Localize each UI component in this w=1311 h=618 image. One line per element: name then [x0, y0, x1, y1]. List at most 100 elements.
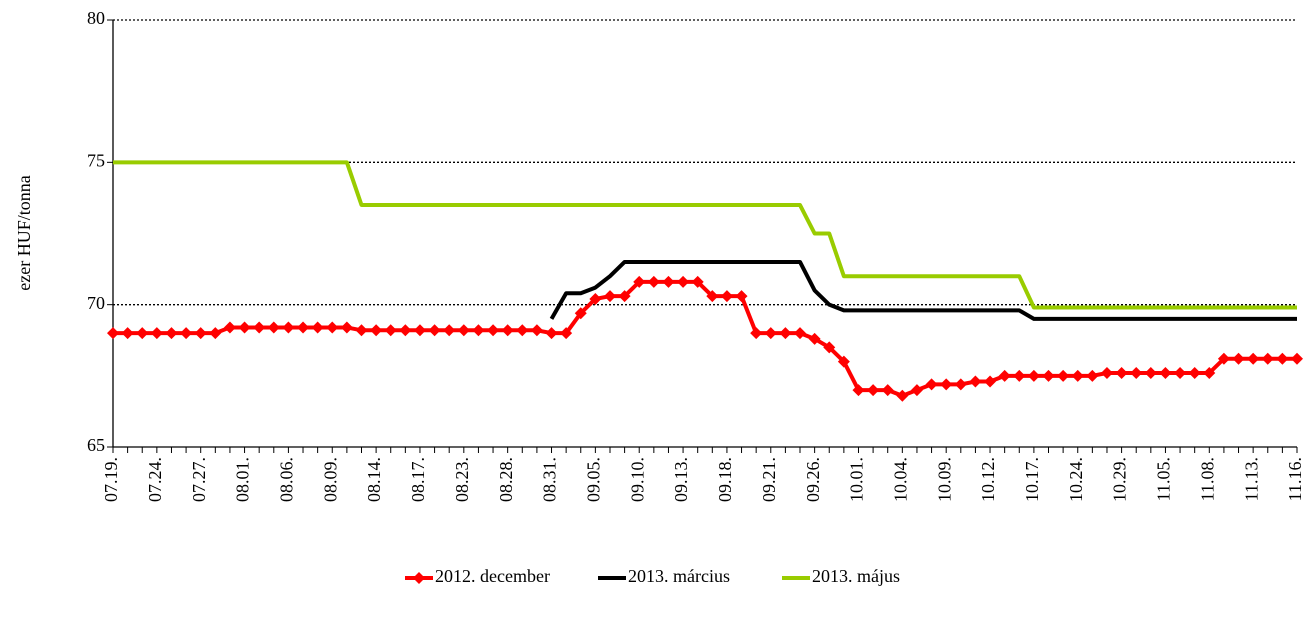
x-tick-label: 08.31. [540, 457, 560, 502]
marker [384, 324, 397, 337]
x-tick-label: 08.06. [277, 457, 297, 502]
x-tick-label: 09.10. [627, 457, 647, 502]
marker [487, 324, 500, 337]
x-tick-label: 08.01. [233, 457, 253, 502]
marker [779, 327, 792, 340]
marker [984, 375, 997, 388]
x-tick-label: 10.24. [1066, 457, 1086, 502]
marker [311, 321, 324, 334]
y-tick-label: 65 [87, 435, 105, 455]
marker [253, 321, 266, 334]
x-tick-label: 10.01. [847, 457, 867, 502]
marker [896, 389, 909, 402]
marker [998, 369, 1011, 382]
x-tick-label: 10.09. [934, 457, 954, 502]
marker [340, 321, 353, 334]
marker [530, 324, 543, 337]
marker [472, 324, 485, 337]
marker [297, 321, 310, 334]
marker [706, 290, 719, 303]
legend-marker [413, 572, 425, 584]
marker [545, 327, 558, 340]
marker [764, 327, 777, 340]
marker [1115, 366, 1128, 379]
marker [794, 327, 807, 340]
marker [837, 355, 850, 368]
marker [150, 327, 163, 340]
marker [180, 327, 193, 340]
marker [267, 321, 280, 334]
marker [1042, 369, 1055, 382]
y-tick-label: 70 [87, 293, 105, 313]
series-line [549, 259, 1297, 321]
marker [647, 275, 660, 288]
marker [750, 327, 763, 340]
x-tick-label: 07.19. [101, 457, 121, 502]
marker [574, 307, 587, 320]
marker [399, 324, 412, 337]
x-tick-label: 09.26. [803, 457, 823, 502]
marker [560, 327, 573, 340]
marker [589, 292, 602, 305]
x-tick-label: 08.28. [496, 457, 516, 502]
marker [1217, 352, 1230, 365]
marker [282, 321, 295, 334]
marker [691, 275, 704, 288]
x-tick-label: 09.05. [583, 457, 603, 502]
x-tick-label: 11.16. [1285, 457, 1305, 501]
x-tick-label: 10.17. [1022, 457, 1042, 502]
marker [355, 324, 368, 337]
marker [852, 384, 865, 397]
marker [1057, 369, 1070, 382]
marker [735, 290, 748, 303]
marker [1291, 352, 1303, 365]
x-tick-label: 09.13. [671, 457, 691, 502]
marker [326, 321, 339, 334]
marker [1130, 366, 1143, 379]
marker [209, 327, 222, 340]
marker [1261, 352, 1274, 365]
series-line [113, 160, 1297, 310]
marker [516, 324, 529, 337]
x-tick-label: 10.04. [890, 457, 910, 502]
x-tick-label: 09.18. [715, 457, 735, 502]
marker [720, 290, 733, 303]
x-tick-label: 08.14. [364, 457, 384, 502]
marker [223, 321, 236, 334]
marker [457, 324, 470, 337]
marker [823, 341, 836, 354]
x-tick-label: 07.24. [145, 457, 165, 502]
marker [1071, 369, 1084, 382]
marker [677, 275, 690, 288]
marker [1100, 366, 1113, 379]
marker [107, 327, 119, 340]
marker [662, 275, 675, 288]
marker [618, 290, 631, 303]
marker [867, 384, 880, 397]
x-tick-label: 08.23. [452, 457, 472, 502]
marker [1144, 366, 1157, 379]
marker [808, 332, 821, 345]
marker [165, 327, 178, 340]
marker [501, 324, 514, 337]
marker [1159, 366, 1172, 379]
marker [1188, 366, 1201, 379]
y-axis-label: ezer HUF/tonna [14, 175, 34, 290]
legend-label: 2013. március [628, 566, 730, 586]
marker [1203, 366, 1216, 379]
marker [136, 327, 149, 340]
marker [1232, 352, 1245, 365]
x-tick-label: 11.13. [1241, 457, 1261, 501]
y-tick-label: 75 [87, 150, 105, 170]
legend-label: 2013. május [812, 566, 900, 586]
marker [633, 275, 646, 288]
marker [910, 384, 923, 397]
x-tick-label: 08.09. [320, 457, 340, 502]
marker [603, 290, 616, 303]
marker [925, 378, 938, 391]
x-tick-label: 08.17. [408, 457, 428, 502]
marker [1013, 369, 1026, 382]
series-line [113, 279, 1297, 398]
marker [1027, 369, 1040, 382]
